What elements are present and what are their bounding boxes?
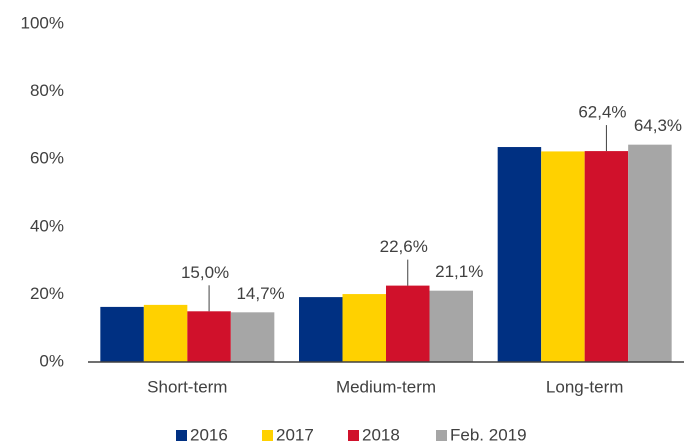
bar bbox=[541, 151, 585, 362]
value-label: 62,4% bbox=[578, 103, 626, 122]
bar bbox=[429, 290, 473, 362]
value-label: 21,1% bbox=[435, 262, 483, 281]
y-tick-label: 100% bbox=[21, 13, 64, 32]
legend-label: 2018 bbox=[362, 425, 400, 444]
legend-swatch bbox=[262, 430, 273, 441]
legend-swatch bbox=[348, 430, 359, 441]
value-label: 64,3% bbox=[634, 116, 682, 135]
bar bbox=[628, 144, 672, 362]
bar bbox=[299, 297, 343, 362]
legend-swatch bbox=[436, 430, 447, 441]
legend-swatch bbox=[176, 430, 187, 441]
legend-label: 2017 bbox=[276, 425, 314, 444]
y-tick-label: 0% bbox=[39, 351, 64, 370]
legend-label: Feb. 2019 bbox=[450, 425, 527, 444]
bar bbox=[143, 304, 188, 362]
bar bbox=[100, 306, 144, 362]
bar bbox=[386, 285, 430, 362]
y-tick-label: 80% bbox=[30, 81, 64, 100]
bar bbox=[584, 151, 629, 362]
bar bbox=[497, 147, 542, 362]
y-tick-label: 60% bbox=[30, 149, 64, 168]
x-tick-label: Medium-term bbox=[336, 377, 436, 396]
x-tick-label: Short-term bbox=[147, 377, 227, 396]
value-label: 22,6% bbox=[380, 237, 428, 256]
bar bbox=[342, 294, 386, 362]
y-tick-label: 20% bbox=[30, 284, 64, 303]
y-tick-label: 40% bbox=[30, 216, 64, 235]
value-label: 14,7% bbox=[236, 284, 284, 303]
value-label: 15,0% bbox=[181, 263, 229, 282]
x-tick-label: Long-term bbox=[546, 377, 623, 396]
bar bbox=[187, 311, 231, 362]
bar bbox=[230, 312, 275, 362]
legend-label: 2016 bbox=[190, 425, 228, 444]
